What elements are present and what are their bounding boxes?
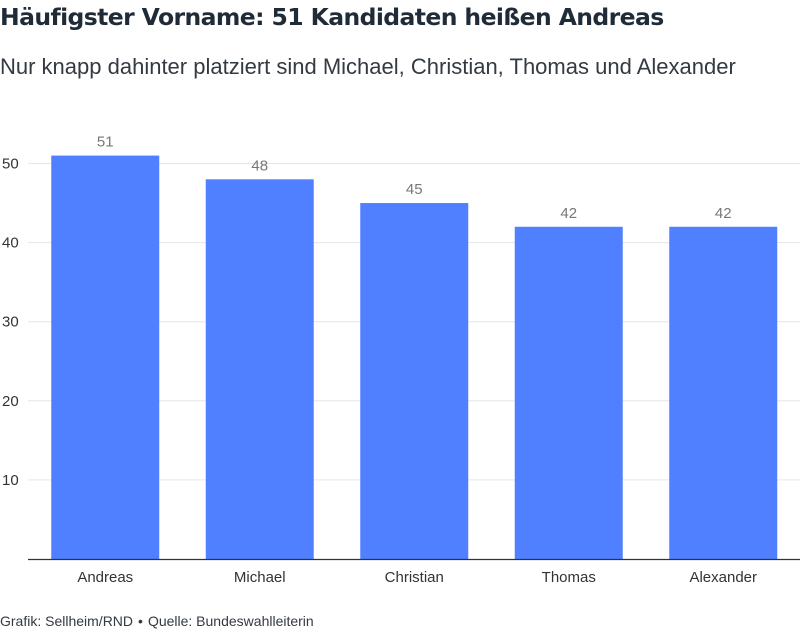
value-labels: 51 48 45 42 42 (97, 134, 732, 222)
y-tick-label: 50 (2, 156, 19, 173)
y-tick-label: 20 (2, 393, 19, 410)
value-label-christian: 45 (406, 181, 423, 198)
y-tick-label: 10 (2, 472, 19, 489)
x-tick-label-thomas: Thomas (542, 569, 596, 586)
x-tick-label-andreas: Andreas (77, 569, 133, 586)
x-tick-label-michael: Michael (234, 569, 286, 586)
chart-title: Häufigster Vorname: 51 Kandidaten heißen… (0, 3, 664, 31)
x-tick-label-alexander: Alexander (689, 569, 757, 586)
value-label-michael: 48 (251, 157, 268, 174)
y-tick-label: 30 (2, 314, 19, 331)
bar-andreas (51, 155, 160, 559)
y-tick-label: 40 (2, 235, 19, 252)
bar-chart: 10 20 30 40 50 51 48 45 42 42 Andreas Michael Chri… (2, 134, 800, 586)
footer-source: Quelle: Bundeswahlleiterin (147, 613, 314, 629)
x-tick-label-christian: Christian (385, 569, 444, 586)
value-label-thomas: 42 (560, 205, 577, 222)
footer: Grafik: Sellheim/RND • Quelle: Bundeswahll… (0, 613, 314, 629)
bars (51, 155, 778, 560)
bar-michael (205, 179, 314, 559)
value-label-andreas: 51 (97, 134, 114, 151)
y-axis-ticks: 10 20 30 40 50 (2, 156, 19, 489)
bar-alexander (669, 226, 778, 559)
chart-subtitle: Nur knapp dahinter platziert sind Michae… (0, 54, 736, 79)
footer-separator: • (138, 613, 143, 629)
bar-thomas (514, 226, 623, 559)
value-label-alexander: 42 (715, 205, 732, 222)
bar-christian (360, 203, 469, 560)
x-axis-ticks: Andreas Michael Christian Thomas Alexander (77, 569, 757, 586)
footer-credit: Grafik: Sellheim/RND (0, 613, 134, 629)
